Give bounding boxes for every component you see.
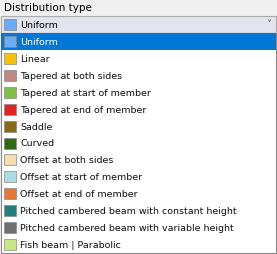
Text: Offset at start of member: Offset at start of member: [20, 173, 142, 182]
Bar: [1, 34, 276, 51]
Bar: [4, 121, 16, 132]
Text: Offset at end of member: Offset at end of member: [20, 189, 138, 198]
Text: ˅: ˅: [266, 20, 271, 30]
Text: Pitched cambered beam with variable height: Pitched cambered beam with variable heig…: [20, 223, 234, 232]
Bar: [4, 205, 16, 216]
Bar: [1, 17, 276, 34]
Text: Distribution type: Distribution type: [4, 3, 92, 13]
Text: Saddle: Saddle: [20, 122, 52, 131]
Bar: [4, 71, 16, 82]
Bar: [4, 155, 16, 166]
Bar: [4, 172, 16, 183]
Bar: [4, 138, 16, 149]
Text: Uniform: Uniform: [20, 38, 58, 47]
Bar: [4, 87, 16, 98]
Text: Offset at both sides: Offset at both sides: [20, 156, 113, 165]
Text: Curved: Curved: [20, 139, 54, 148]
Bar: [4, 239, 16, 250]
Text: Tapered at both sides: Tapered at both sides: [20, 72, 122, 81]
Text: Fish beam | Parabolic: Fish beam | Parabolic: [20, 240, 121, 249]
Bar: [4, 222, 16, 233]
Text: Tapered at end of member: Tapered at end of member: [20, 105, 146, 114]
Bar: [4, 104, 16, 115]
Bar: [4, 37, 16, 48]
Text: Tapered at start of member: Tapered at start of member: [20, 88, 151, 97]
Bar: [1, 34, 276, 253]
Bar: [4, 54, 16, 65]
Text: Uniform: Uniform: [20, 21, 58, 30]
Text: Linear: Linear: [20, 55, 50, 64]
Text: Pitched cambered beam with constant height: Pitched cambered beam with constant heig…: [20, 207, 237, 215]
Bar: [4, 20, 16, 31]
Bar: [4, 188, 16, 199]
